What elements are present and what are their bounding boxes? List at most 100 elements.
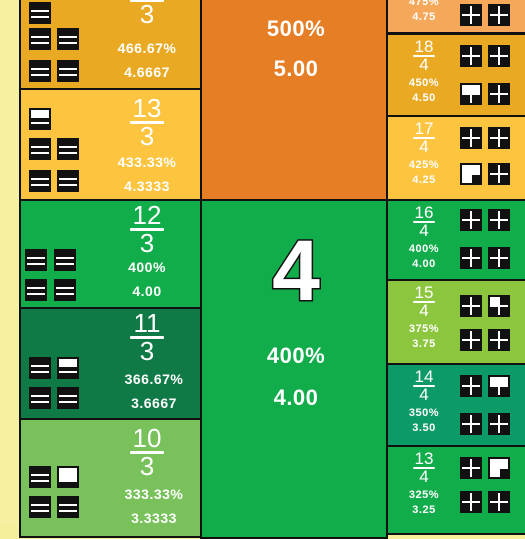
divider-line <box>470 129 472 147</box>
partial-box <box>460 163 482 185</box>
divider-line <box>27 257 45 259</box>
percent-label: 475% <box>408 0 440 8</box>
divider-line <box>498 377 500 395</box>
divider-line <box>31 178 49 180</box>
divider-line <box>470 493 472 511</box>
partial-box <box>57 138 79 160</box>
percent-label: 466.67% <box>117 40 177 56</box>
fraction: 16 4 <box>400 204 448 239</box>
divider-line <box>31 16 49 18</box>
divider-line <box>59 474 77 476</box>
numerator: 18 <box>414 37 434 56</box>
divider-line <box>31 116 49 118</box>
white-portion <box>490 467 498 477</box>
divider-line <box>470 331 472 349</box>
divider-line <box>59 510 77 512</box>
partial-box <box>488 375 510 397</box>
divider-line <box>59 152 77 154</box>
percent-label: 433.33% <box>117 154 177 170</box>
divider-line <box>470 211 472 229</box>
percent-label: 333.33% <box>124 486 184 502</box>
divider-line <box>59 42 77 44</box>
cell-17-quarters: 17 4 425% 4.25 <box>386 115 525 201</box>
fraction-bar <box>413 221 435 224</box>
divider-line <box>470 377 472 395</box>
decimal-label: 3.3333 <box>131 510 177 526</box>
partial-box <box>488 329 510 351</box>
decimal-label: 3.6667 <box>131 395 177 411</box>
partial-box <box>29 60 51 82</box>
partial-box <box>460 413 482 435</box>
percent-label: 350% <box>408 407 440 419</box>
fraction-bar <box>130 227 164 231</box>
divider-line <box>470 297 472 315</box>
decimal-label: 4.50 <box>412 92 436 104</box>
divider-line <box>31 401 49 403</box>
divider-line <box>56 263 74 265</box>
divider-line <box>470 6 472 24</box>
fraction-bar <box>413 55 435 58</box>
divider-line <box>59 480 77 482</box>
fraction-bar <box>413 301 435 304</box>
decimal-label: 4.00 <box>412 258 436 270</box>
decimal-label: 5.00 <box>273 56 319 81</box>
partial-box <box>460 209 482 231</box>
decimal-label: 4.6667 <box>124 64 170 80</box>
decimal-label: 4.00 <box>132 283 162 299</box>
percent-label: 450% <box>408 77 440 89</box>
divider-line <box>31 371 49 373</box>
divider-line <box>56 293 74 295</box>
fraction: 10 3 <box>117 425 177 479</box>
decimal-label: 4.00 <box>273 385 319 410</box>
divider-line <box>498 6 500 24</box>
fraction: 13 3 <box>117 95 177 151</box>
divider-line <box>31 474 49 476</box>
percent-label: 500% <box>266 16 326 41</box>
divider-line <box>31 42 49 44</box>
divider-line <box>498 415 500 433</box>
cell-18-quarters: 18 4 450% 4.50 <box>386 33 525 117</box>
decimal-label: 3.25 <box>412 504 436 516</box>
numerator: 17 <box>414 119 434 138</box>
partial-box <box>25 279 47 301</box>
denominator: 4 <box>419 467 429 487</box>
cell-16-quarters: 16 4 400% 4.00 <box>386 199 525 281</box>
partial-box <box>460 83 482 105</box>
partial-box <box>460 45 482 67</box>
partial-box <box>25 249 47 271</box>
denominator: 3 <box>139 0 155 29</box>
fraction-bar <box>413 137 435 140</box>
fraction: 143 <box>117 0 177 29</box>
partial-box <box>488 295 510 317</box>
partial-box <box>488 163 510 185</box>
divider-line <box>56 257 74 259</box>
fraction: 18 4 <box>400 37 448 73</box>
cell-12-thirds: 12 3 400% 4.00 <box>19 199 202 309</box>
partial-box <box>460 329 482 351</box>
divider-line <box>498 47 500 65</box>
divider-line <box>498 459 500 477</box>
denominator: 3 <box>139 120 155 151</box>
fraction: 13 4 <box>400 450 448 487</box>
fraction-chart: 143466.67%4.6667133433.33%4.3333123400%4… <box>19 0 525 539</box>
partial-box <box>29 138 51 160</box>
fraction-bar <box>130 335 164 339</box>
partial-box <box>488 413 510 435</box>
divider-line <box>498 493 500 511</box>
cell-19-quarters: 475% 4.75 <box>386 0 525 34</box>
partial-box <box>488 209 510 231</box>
white-portion <box>59 359 77 365</box>
partial-box <box>54 249 76 271</box>
denominator: 4 <box>419 137 429 157</box>
divider-line <box>31 184 49 186</box>
fraction: 17 4 <box>400 119 448 157</box>
whole-number: 4 <box>271 222 322 321</box>
partial-box <box>460 247 482 269</box>
partial-box <box>460 491 482 513</box>
divider-line <box>59 68 77 70</box>
partial-box <box>29 108 51 130</box>
divider-line <box>470 85 472 103</box>
percent-label: 325% <box>408 489 440 501</box>
divider-line <box>498 211 500 229</box>
denominator: 3 <box>139 227 155 258</box>
